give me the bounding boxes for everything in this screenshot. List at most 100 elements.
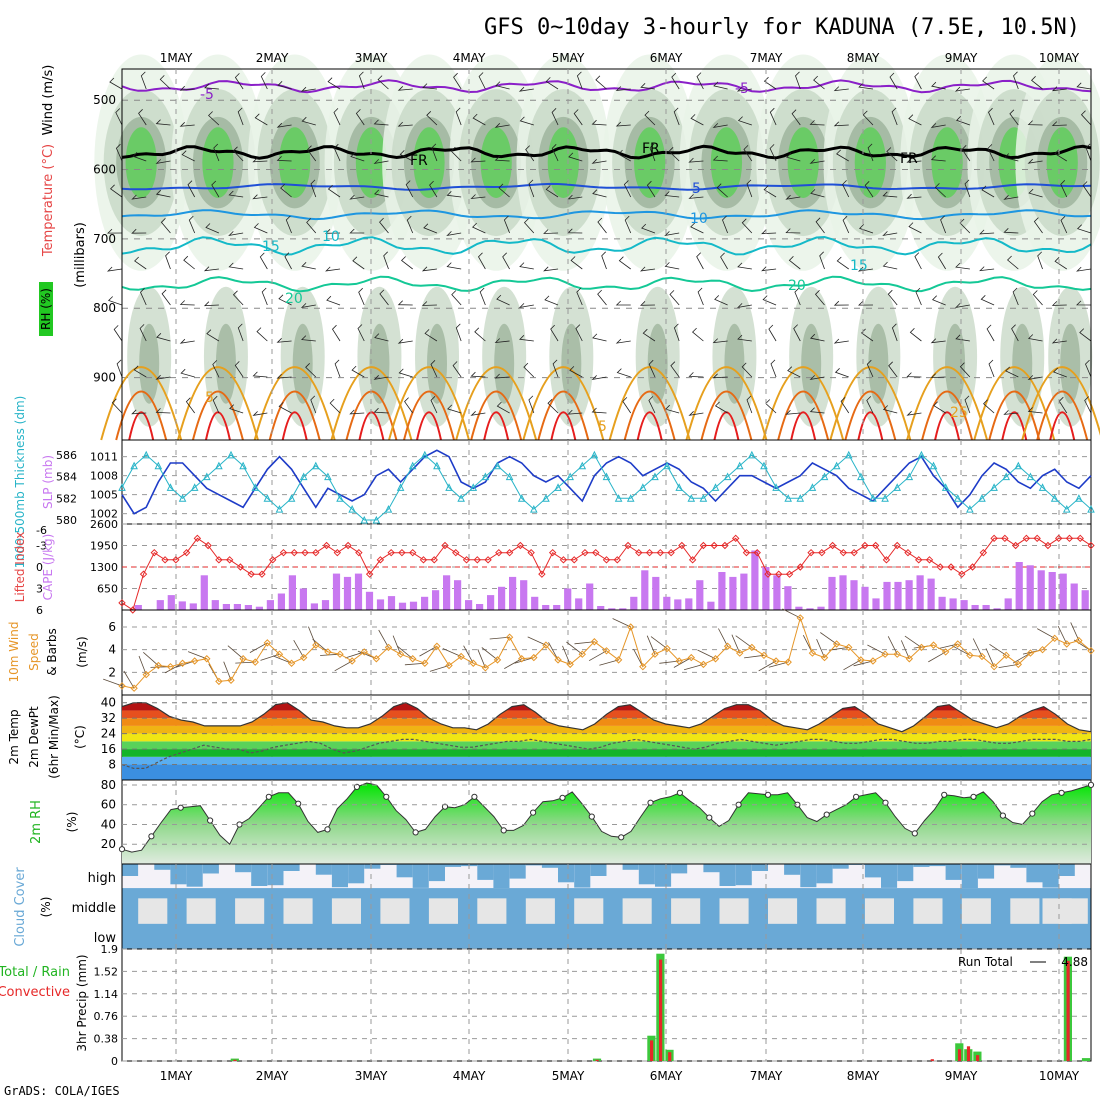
upper-wind-barb bbox=[568, 152, 583, 162]
upper-wind-barb bbox=[642, 328, 656, 342]
upper-wind-barb bbox=[615, 338, 631, 344]
slp-ytick-right-3: 1002 bbox=[90, 508, 118, 521]
upper-wind-barb bbox=[373, 119, 389, 126]
cape-bar bbox=[729, 576, 737, 610]
wind-speed-point bbox=[215, 677, 223, 686]
upper-wind-barb bbox=[591, 375, 607, 381]
upper-wind-barb bbox=[857, 266, 874, 272]
upper-wind-barb bbox=[746, 179, 753, 198]
li-point bbox=[807, 548, 815, 557]
thickness-point bbox=[311, 461, 320, 470]
upper-wind-barb bbox=[713, 81, 728, 90]
upper-wind-barb bbox=[203, 301, 219, 307]
upper-wind-barb bbox=[688, 157, 704, 163]
thickness-point bbox=[530, 505, 538, 513]
upper-wind-barb bbox=[547, 399, 559, 414]
upper-wind-barb bbox=[785, 228, 801, 234]
upper-wind-barb bbox=[1012, 287, 1019, 306]
li-point bbox=[516, 541, 525, 550]
wind-barb bbox=[293, 640, 305, 658]
wind-speed-point bbox=[796, 614, 805, 622]
contour-label-3: FR bbox=[642, 141, 660, 157]
wind-speed-point bbox=[263, 639, 272, 647]
ylabel-precip-total: Total / Rain bbox=[0, 965, 70, 980]
cape-bar bbox=[696, 580, 704, 610]
cloud-high-cell bbox=[493, 864, 510, 889]
thickness-point bbox=[421, 450, 429, 459]
wind-barb bbox=[138, 655, 147, 675]
upper-wind-barb bbox=[793, 324, 801, 342]
upper-wind-barb bbox=[906, 193, 922, 199]
upper-wind-barb bbox=[115, 108, 123, 126]
li-point bbox=[1011, 541, 1020, 550]
rh-contour-8-3 bbox=[710, 127, 743, 198]
upper-wind-barb bbox=[736, 303, 752, 309]
wind-speed-point bbox=[287, 659, 296, 667]
wind-speed-point bbox=[845, 643, 853, 652]
isotherm-30-6 bbox=[537, 390, 590, 441]
isotherm-30-5 bbox=[470, 390, 523, 441]
cloud-high-cell bbox=[509, 864, 526, 879]
isotherm-30-13 bbox=[1036, 390, 1089, 441]
upper-wind-barb bbox=[569, 366, 583, 378]
precip-conv-bar bbox=[668, 1052, 672, 1061]
thickness-point bbox=[324, 472, 332, 481]
upper-wind-barb bbox=[234, 73, 244, 90]
upper-wind-barb bbox=[280, 183, 292, 198]
cloud-middle-cell bbox=[1058, 898, 1088, 924]
upper-wind-barb bbox=[615, 300, 631, 306]
upper-wind-barb bbox=[155, 374, 171, 380]
thickness-point bbox=[808, 483, 817, 491]
cape-bar bbox=[894, 581, 902, 610]
upper-wind-barb bbox=[379, 289, 389, 306]
upper-wind-barb bbox=[325, 229, 341, 234]
isotherm-35-7 bbox=[636, 411, 663, 441]
thickness-ytick-2: 582 bbox=[56, 492, 77, 505]
upper-wind-barb bbox=[810, 189, 825, 198]
li-point bbox=[721, 541, 729, 550]
upper-wind-barb bbox=[1027, 334, 1043, 342]
date-label-bottom-6: 7MAY bbox=[750, 1069, 783, 1083]
wind-barb bbox=[1070, 622, 1080, 641]
thickness-point bbox=[1014, 461, 1023, 470]
rh-contour-5-3 bbox=[480, 127, 512, 198]
upper-wind-barb bbox=[155, 189, 171, 198]
upper-wind-barb bbox=[331, 324, 341, 342]
upper-wind-barb bbox=[229, 404, 244, 414]
upper-wind-barb bbox=[836, 149, 849, 162]
upper-wind-barb bbox=[930, 123, 946, 129]
li-point bbox=[398, 548, 406, 557]
upper-wind-barb bbox=[383, 251, 389, 270]
upper-wind-barb bbox=[741, 218, 753, 234]
li-point bbox=[570, 556, 578, 564]
ylabel-wind10-c: & Barbs bbox=[45, 628, 59, 676]
upper-wind-barb bbox=[1054, 149, 1067, 162]
upper-wind-barb bbox=[470, 157, 486, 163]
wind-speed-point bbox=[493, 656, 502, 664]
upper-wind-barb bbox=[116, 359, 123, 378]
cape-bar bbox=[927, 578, 935, 610]
upper-wind-barb bbox=[930, 155, 946, 162]
upper-ytick-600: 600 bbox=[93, 163, 116, 177]
precip-ytick-5: 0 bbox=[111, 1055, 118, 1068]
isotherm-25-7 bbox=[608, 366, 691, 441]
upper-wind-barb bbox=[334, 359, 341, 378]
li-point bbox=[365, 570, 374, 578]
rh-point bbox=[471, 793, 478, 800]
cape-bar bbox=[542, 605, 550, 610]
rh-lower-core-5 bbox=[494, 323, 515, 404]
upper-wind-barb bbox=[421, 301, 437, 306]
rh-contour-2-3 bbox=[279, 127, 311, 198]
thickness-point bbox=[590, 450, 599, 459]
wind-speed-point bbox=[917, 643, 926, 652]
thickness-ytick-3: 580 bbox=[56, 514, 77, 527]
li-point bbox=[645, 548, 654, 557]
upper-wind-barb bbox=[833, 300, 849, 306]
thickness-point bbox=[384, 505, 393, 513]
thickness-point bbox=[202, 472, 211, 481]
li-point bbox=[968, 563, 977, 571]
rh-lower-core-10 bbox=[868, 323, 889, 404]
upper-wind-barb bbox=[761, 266, 777, 272]
upper-wind-barb bbox=[551, 108, 559, 126]
upper-wind-barb bbox=[860, 328, 874, 342]
